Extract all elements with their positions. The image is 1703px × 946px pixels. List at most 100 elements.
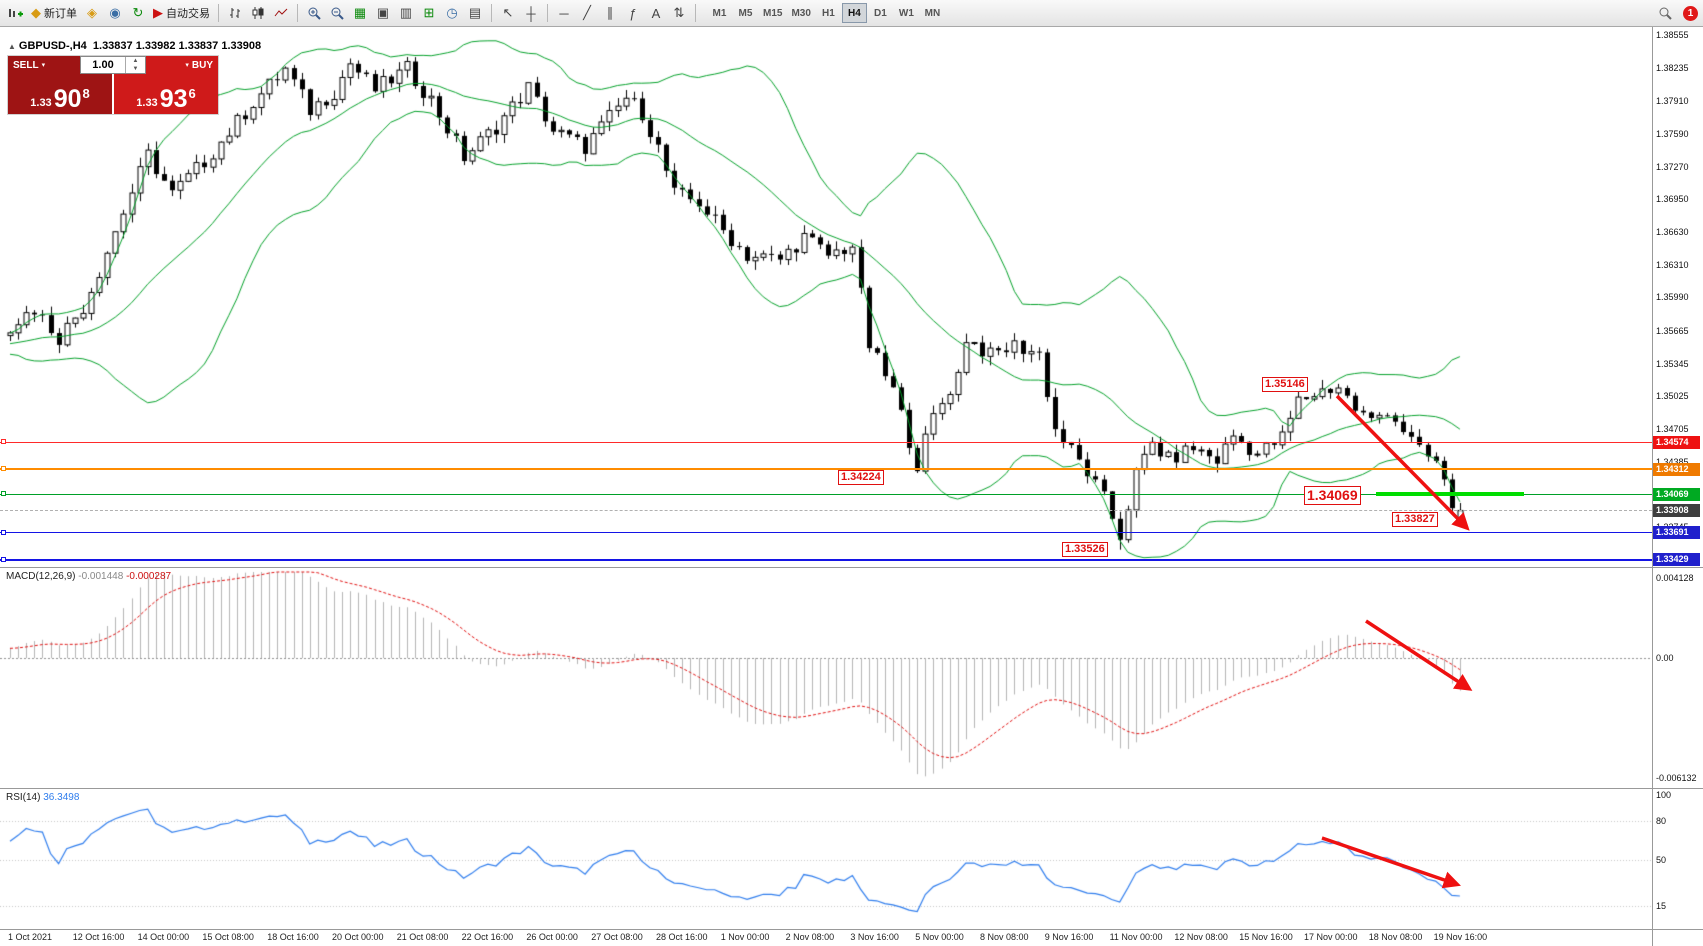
hline-tool-icon: ─ xyxy=(559,5,569,21)
channel-tool-button[interactable]: ∥ xyxy=(599,2,621,24)
toolbar: ◆ 新订单 ◈ ◉ ↻ ▶ 自动交易 ▦ ▣ ▥ ⊞ ◷ ▤ ↖ ┼ ─ ╱ ∥ ƒ… xyxy=(0,0,1703,27)
notification-badge[interactable]: 1 xyxy=(1683,5,1698,21)
refresh-button[interactable]: ↻ xyxy=(127,2,149,24)
panel-separator[interactable] xyxy=(0,788,1703,789)
price-annotation[interactable]: 1.35146 xyxy=(1262,377,1308,392)
time-axis-label: 8 Nov 08:00 xyxy=(980,932,1029,942)
arrows-tool-button[interactable]: ⇅ xyxy=(668,2,690,24)
cascade-windows-button[interactable]: ▣ xyxy=(372,2,394,24)
price-badge: 1.34069 xyxy=(1653,487,1700,501)
sell-label: SELL xyxy=(13,59,39,71)
cascade-windows-icon: ▣ xyxy=(376,5,390,20)
volume-input[interactable] xyxy=(81,57,125,73)
accounts-button[interactable]: ◉ xyxy=(104,2,126,24)
volume-spinner[interactable]: ▲ ▼ xyxy=(125,57,145,73)
timeframe-H4[interactable]: H4 xyxy=(841,3,867,23)
price-annotation[interactable]: 1.34224 xyxy=(838,470,884,485)
collapse-triangle-icon[interactable]: ▲ xyxy=(8,42,16,51)
clock-icon: ◷ xyxy=(446,5,458,20)
text-tool-button[interactable]: A xyxy=(645,2,667,24)
timeframe-MN[interactable]: MN xyxy=(920,3,945,23)
cursor-button[interactable]: ↖ xyxy=(497,2,519,24)
timeframe-M30[interactable]: M30 xyxy=(787,3,814,23)
horizontal-line[interactable] xyxy=(0,558,1652,561)
zoom-in-button[interactable] xyxy=(303,2,325,24)
sell-price-prefix: 1.33 xyxy=(30,97,52,109)
price-badge: 1.33429 xyxy=(1653,553,1700,567)
mql-market-button[interactable]: ◈ xyxy=(81,2,103,24)
timeframe-W1[interactable]: W1 xyxy=(894,3,919,23)
price-annotation[interactable]: 1.33526 xyxy=(1062,542,1108,557)
chart-symbol-info: ▲ GBPUSD-,H4 1.33837 1.33982 1.33837 1.33… xyxy=(8,40,261,52)
horizontal-line[interactable] xyxy=(0,468,1652,471)
price-axis-tick: 1.35665 xyxy=(1656,325,1689,336)
buy-header[interactable]: ▾ BUY xyxy=(146,56,218,74)
line-anchor[interactable] xyxy=(1,466,6,472)
macd-name: MACD(12,26,9) xyxy=(6,571,76,582)
trendline-tool-button[interactable]: ╱ xyxy=(576,2,598,24)
time-axis-label: 1 Oct 2021 xyxy=(8,932,53,942)
timeframe-M15[interactable]: M15 xyxy=(759,3,786,23)
bar-chart-button[interactable] xyxy=(224,2,246,24)
search-icon xyxy=(1659,7,1672,20)
price-badge: 1.33691 xyxy=(1653,526,1700,540)
tile-horizontal-button[interactable]: ▥ xyxy=(395,2,417,24)
sell-header[interactable]: SELL ▾ xyxy=(8,56,80,74)
symbol-ohlc: 1.33837 1.33982 1.33837 1.33908 xyxy=(92,40,262,52)
time-axis-label: 20 Oct 00:00 xyxy=(332,932,384,942)
time-axis-label: 15 Nov 16:00 xyxy=(1239,932,1293,942)
panel-separator[interactable] xyxy=(0,929,1703,930)
support-line-segment[interactable] xyxy=(1376,492,1524,497)
time-axis-label: 22 Oct 16:00 xyxy=(461,932,514,942)
line-anchor[interactable] xyxy=(1,439,6,445)
tile-windows-button[interactable]: ▦ xyxy=(349,2,371,24)
price-annotation[interactable]: 1.34069 xyxy=(1304,486,1361,505)
new-order-button[interactable]: ◆ 新订单 xyxy=(28,2,80,24)
time-axis-label: 27 Oct 08:00 xyxy=(591,932,643,942)
time-axis-label: 5 Nov 00:00 xyxy=(915,932,964,942)
timeframe-M1[interactable]: M1 xyxy=(707,3,732,23)
horizontal-line[interactable] xyxy=(0,493,1652,495)
chevron-down-icon: ▾ xyxy=(41,62,46,69)
buy-price-prefix: 1.33 xyxy=(136,97,158,109)
timeframe-H1[interactable]: H1 xyxy=(816,3,841,23)
line-anchor[interactable] xyxy=(1,556,6,562)
rsi-axis-label: 50 xyxy=(1656,855,1667,865)
timeframe-M5[interactable]: M5 xyxy=(733,3,758,23)
buy-price-button[interactable]: 1.33 93 6 xyxy=(114,74,218,114)
price-annotation[interactable]: 1.33827 xyxy=(1392,512,1438,527)
time-axis-label: 17 Nov 00:00 xyxy=(1304,932,1358,942)
hline-tool-button[interactable]: ─ xyxy=(553,2,575,24)
price-axis-tick: 1.36950 xyxy=(1656,194,1689,205)
crosshair-button[interactable]: ┼ xyxy=(520,2,542,24)
rsi-value: 36.3498 xyxy=(43,792,80,803)
macd-indicator-label: MACD(12,26,9) -0.001448 -0.000287 xyxy=(6,571,171,582)
zoom-out-button[interactable] xyxy=(326,2,348,24)
line-chart-button[interactable] xyxy=(270,2,292,24)
price-axis-border xyxy=(1652,27,1653,946)
time-axis-label: 18 Oct 16:00 xyxy=(267,932,319,942)
auto-trading-button[interactable]: ▶ 自动交易 xyxy=(150,2,213,24)
time-axis-label: 26 Oct 00:00 xyxy=(526,932,578,942)
arrows-tool-icon: ⇅ xyxy=(673,5,685,20)
spin-up-icon[interactable]: ▲ xyxy=(132,58,139,64)
sell-price-button[interactable]: 1.33 90 8 xyxy=(8,74,112,114)
timeframe-D1[interactable]: D1 xyxy=(868,3,893,23)
snapshot-button[interactable]: ▤ xyxy=(464,2,486,24)
line-anchor[interactable] xyxy=(1,529,6,535)
time-axis-label: 28 Oct 16:00 xyxy=(656,932,708,942)
toolbar-separator xyxy=(547,4,548,22)
new-chart-button[interactable] xyxy=(5,2,27,24)
spin-down-icon[interactable]: ▼ xyxy=(132,66,139,72)
candle-chart-button[interactable] xyxy=(247,2,269,24)
panel-separator[interactable] xyxy=(0,567,1703,568)
search-button[interactable] xyxy=(1654,2,1676,24)
new-window-button[interactable]: ⊞ xyxy=(418,2,440,24)
horizontal-line[interactable] xyxy=(0,532,1652,534)
fibonacci-tool-button[interactable]: ƒ xyxy=(622,2,644,24)
line-anchor[interactable] xyxy=(1,491,6,497)
rsi-axis-label: 15 xyxy=(1656,900,1667,911)
horizontal-line[interactable] xyxy=(0,441,1652,443)
clock-button[interactable]: ◷ xyxy=(441,2,463,24)
